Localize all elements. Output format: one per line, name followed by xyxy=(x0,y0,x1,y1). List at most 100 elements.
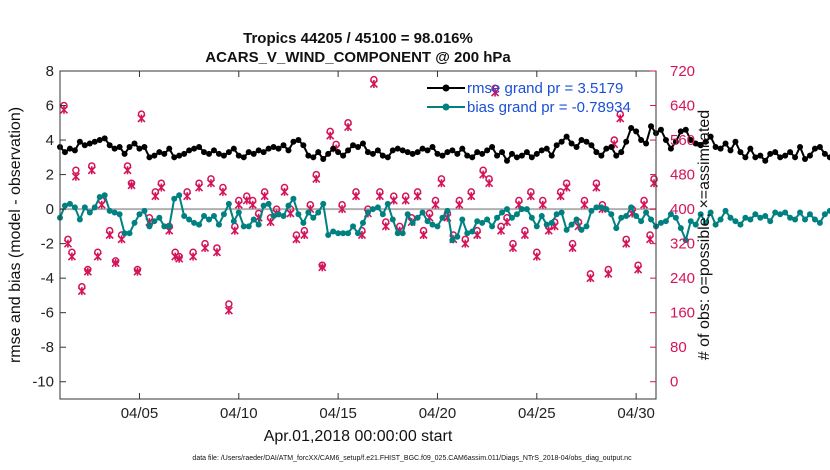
rmse-point xyxy=(484,147,491,154)
bias-point xyxy=(533,223,540,230)
obs-assimilated-point xyxy=(592,183,601,192)
chart-title: Tropics 44205 / 45100 = 98.016% xyxy=(243,30,473,47)
rmse-point xyxy=(181,150,188,157)
bias-point xyxy=(141,207,148,214)
obs-assimilated-point xyxy=(93,252,102,261)
bias-point xyxy=(171,195,178,202)
rmse-point xyxy=(290,138,297,145)
x-tick-label: 04/10 xyxy=(220,405,258,422)
rmse-point xyxy=(384,154,391,161)
bias-point xyxy=(76,216,83,223)
bias-point xyxy=(593,204,600,211)
rmse-point xyxy=(116,143,123,150)
bias-point xyxy=(206,216,212,223)
rmse-point xyxy=(439,152,446,159)
bias-point xyxy=(528,214,535,221)
y-left-tick-label: 2 xyxy=(46,167,54,184)
bias-point xyxy=(335,230,342,237)
rmse-point xyxy=(270,143,277,150)
rmse-point xyxy=(598,152,605,159)
bias-point xyxy=(573,216,580,223)
y-left-tick-label: -2 xyxy=(41,236,54,253)
rmse-point xyxy=(474,149,481,156)
rmse-point xyxy=(91,138,98,145)
x-axis-label: Apr.01,2018 00:00:00 start xyxy=(264,428,453,445)
rmse-point xyxy=(126,143,133,150)
obs-assimilated-point xyxy=(200,243,210,253)
obs-assimilated-point xyxy=(71,172,80,181)
bias-point xyxy=(603,206,610,213)
obs-assimilated-point xyxy=(206,179,216,188)
bias-point xyxy=(280,213,287,220)
rmse-point xyxy=(792,154,799,161)
bias-point xyxy=(548,219,555,226)
bias-point xyxy=(210,213,217,220)
rmse-point xyxy=(662,137,669,144)
bias-point xyxy=(300,219,307,226)
rmse-point xyxy=(141,143,148,150)
bias-point xyxy=(315,209,322,216)
rmse-point xyxy=(310,154,317,161)
y-right-tick-label: 720 xyxy=(670,63,695,80)
bias-point xyxy=(638,218,645,225)
plot-frame xyxy=(59,70,657,400)
bias-point xyxy=(772,209,779,216)
obs-assimilated-point xyxy=(266,217,275,227)
bias-point xyxy=(235,209,242,216)
rmse-point xyxy=(245,149,252,156)
bias-point xyxy=(379,211,386,218)
bias-point xyxy=(434,223,441,230)
bias-point xyxy=(275,211,282,218)
bias-point xyxy=(146,223,153,230)
rmse-point xyxy=(210,147,217,154)
bias-point xyxy=(474,218,481,225)
rmse-point xyxy=(305,152,312,159)
rmse-point xyxy=(424,147,431,154)
y-left-tick-label: 0 xyxy=(46,201,54,218)
rmse-point xyxy=(404,149,411,156)
rmse-point xyxy=(797,143,804,150)
bias-point xyxy=(369,206,376,213)
obs-assimilated-point xyxy=(105,230,114,240)
footnote: data file: /Users/raeder/DAI/ATM_forcXX/… xyxy=(192,455,632,462)
right-axis: 720 640 560 480 400 320 240 160 80 0 xyxy=(650,63,695,391)
obs-assimilated-point xyxy=(375,192,384,201)
bias-point xyxy=(191,219,198,226)
bias-point xyxy=(285,202,292,209)
rmse-point xyxy=(320,156,327,163)
rmse-point xyxy=(315,149,322,156)
bias-point xyxy=(61,202,68,209)
rmse-point xyxy=(61,149,68,156)
rmse-point xyxy=(583,138,590,145)
obs-assimilated-point xyxy=(634,265,643,274)
bias-point xyxy=(255,221,262,228)
rmse-point xyxy=(364,149,371,156)
bias-point xyxy=(811,216,818,223)
obs-assimilated-point xyxy=(455,200,464,209)
rmse-point xyxy=(603,145,610,152)
rmse-point xyxy=(816,143,823,150)
bias-point xyxy=(633,213,640,220)
obs-assimilated-point xyxy=(604,269,613,278)
bias-point xyxy=(424,218,431,225)
bias-point xyxy=(643,209,650,216)
rmse-point xyxy=(787,149,794,156)
rmse-point xyxy=(573,143,580,150)
rmse-point xyxy=(548,152,555,159)
obs-assimilated-point xyxy=(467,192,476,201)
obs-assimilated-point xyxy=(59,105,69,114)
bias-point xyxy=(712,221,719,228)
rmse-point xyxy=(255,147,262,154)
obs-assimilated-point xyxy=(326,131,335,140)
obs-assimilated-point xyxy=(83,267,92,276)
obs-assimilated-point xyxy=(175,254,184,263)
bias-point xyxy=(707,209,714,216)
bias-point xyxy=(350,223,357,230)
obs-assimilated-point xyxy=(127,181,136,190)
rmse-point xyxy=(240,154,247,161)
bias-point xyxy=(687,218,694,225)
series-layer xyxy=(57,75,830,315)
rmse-point xyxy=(643,140,650,147)
bias-point xyxy=(81,204,88,211)
bias-point xyxy=(345,230,352,237)
